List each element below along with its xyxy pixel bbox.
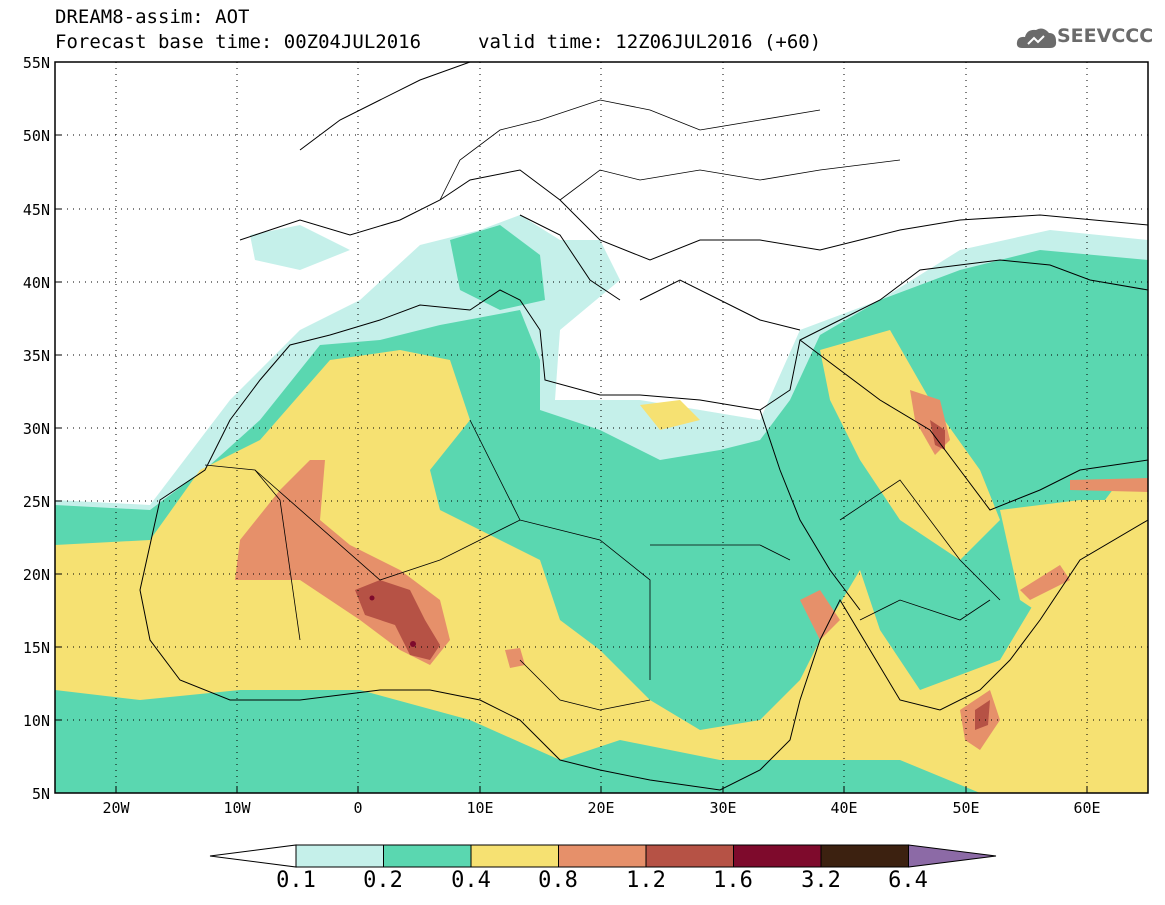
colorbar-bin-0.2 (383, 844, 472, 868)
lon-label: 20E (587, 799, 615, 817)
lon-label: 10W (223, 799, 251, 817)
colorbar-label: 0.2 (363, 868, 403, 893)
colorbar-over (908, 844, 997, 868)
lat-label: 35N (22, 347, 50, 365)
colorbar-label: 6.4 (888, 868, 928, 893)
lon-label: 10E (466, 799, 494, 817)
lat-label: 5N (31, 785, 50, 803)
colorbar-label: 3.2 (801, 868, 841, 893)
lat-label: 50N (22, 127, 50, 145)
colorbar-bin-0.1 (295, 844, 384, 868)
lat-label: 10N (22, 712, 50, 730)
title-line-2: Forecast base time: 00Z04JUL2016 (55, 31, 422, 53)
lon-label: 30E (709, 799, 737, 817)
colorbar-label: 0.1 (276, 868, 316, 893)
lat-label: 40N (22, 274, 50, 292)
lat-label: 15N (22, 639, 50, 657)
lon-label: 60E (1073, 799, 1101, 817)
colorbar-label: 1.2 (626, 868, 666, 893)
lon-label: 20W (102, 799, 130, 817)
lat-label: 30N (22, 420, 50, 438)
valid-time-label: valid time: 12Z06JUL2016 (+60) (478, 31, 822, 53)
lon-label: 0 (353, 799, 363, 817)
colorbar-bin-1.6 (733, 844, 822, 868)
colorbar-label: 1.6 (713, 868, 753, 893)
lat-label: 25N (22, 493, 50, 511)
lat-label: 45N (22, 201, 50, 219)
colorbar-bin-0.8 (558, 844, 647, 868)
lon-label: 40E (830, 799, 858, 817)
lat-label: 20N (22, 566, 50, 584)
colorbar-bin-0.4 (470, 844, 559, 868)
colorbar-under (209, 844, 297, 868)
colorbar (209, 844, 997, 868)
aot-field-1.2 (355, 420, 990, 730)
title-line-1: DREAM8-assim: AOT (55, 6, 250, 28)
lon-label: 50E (952, 799, 980, 817)
colorbar-bin-3.2 (820, 844, 909, 868)
aot-field-0.4 (55, 330, 1148, 793)
logo-text: SEEVCCC (1057, 25, 1154, 47)
lat-label: 55N (22, 54, 50, 72)
colorbar-label: 0.8 (538, 868, 578, 893)
colorbar-label: 0.4 (451, 868, 491, 893)
coastlines (139, 62, 1148, 791)
aot-field-1.6 (369, 595, 416, 647)
cloud-icon (1016, 28, 1057, 48)
lat-lon-grid (55, 62, 1148, 793)
colorbar-bin-1.2 (645, 844, 734, 868)
country-borders (204, 99, 1001, 711)
